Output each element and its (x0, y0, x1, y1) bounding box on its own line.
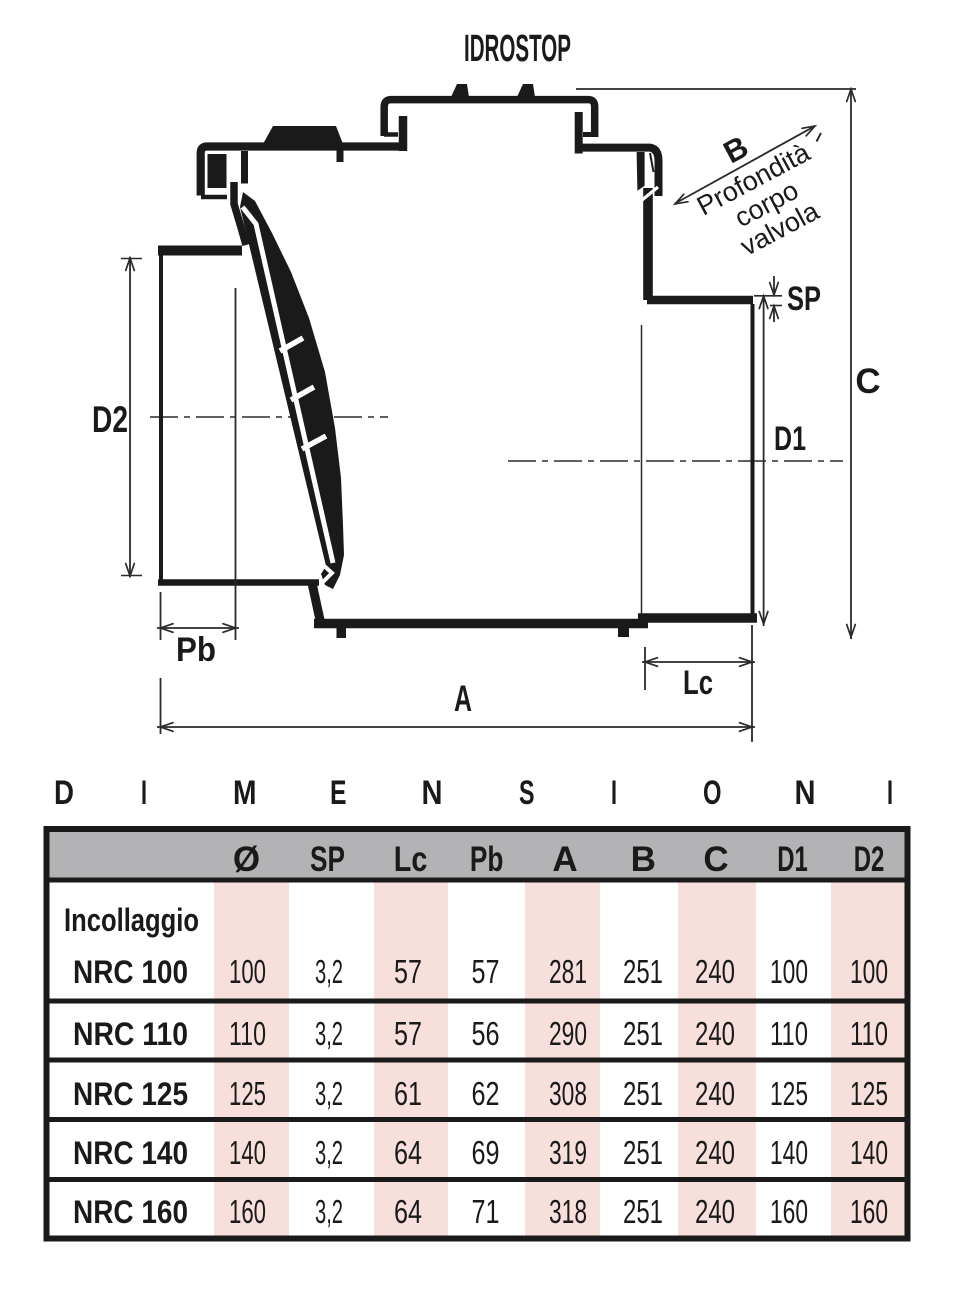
svg-text:NRC 100: NRC 100 (73, 954, 188, 990)
svg-text:160: 160 (229, 1193, 266, 1230)
svg-text:D1: D1 (777, 840, 808, 879)
svg-text:C: C (855, 362, 880, 401)
svg-text:319: 319 (549, 1134, 587, 1171)
svg-text:110: 110 (850, 1015, 888, 1052)
svg-text:140: 140 (770, 1134, 808, 1171)
svg-text:O: O (703, 774, 722, 812)
svg-text:D2: D2 (92, 399, 128, 440)
svg-text:NRC 110: NRC 110 (73, 1016, 188, 1052)
svg-text:69: 69 (472, 1134, 500, 1171)
svg-text:64: 64 (394, 1134, 422, 1171)
svg-text:160: 160 (770, 1193, 808, 1230)
svg-text:125: 125 (770, 1075, 808, 1112)
svg-text:251: 251 (623, 1075, 663, 1112)
svg-text:NRC 140: NRC 140 (73, 1135, 188, 1171)
svg-text:D: D (54, 774, 74, 812)
svg-text:Lc: Lc (683, 664, 713, 702)
svg-text:61: 61 (394, 1075, 422, 1112)
svg-text:C: C (703, 840, 728, 879)
svg-text:240: 240 (695, 1075, 735, 1112)
svg-text:251: 251 (623, 1193, 663, 1230)
svg-text:100: 100 (850, 953, 888, 990)
svg-text:62: 62 (472, 1075, 500, 1112)
svg-text:D1: D1 (774, 420, 806, 458)
svg-text:57: 57 (394, 953, 422, 990)
svg-text:251: 251 (623, 1134, 663, 1171)
svg-text:A: A (552, 840, 577, 879)
svg-text:Lc: Lc (394, 840, 428, 879)
svg-text:100: 100 (229, 953, 266, 990)
svg-text:318: 318 (549, 1193, 587, 1230)
svg-text:N: N (795, 774, 816, 812)
svg-text:SP: SP (310, 840, 345, 879)
svg-text:251: 251 (623, 953, 663, 990)
svg-text:3,2: 3,2 (315, 953, 343, 990)
svg-text:SP: SP (787, 280, 821, 318)
svg-text:Pb: Pb (176, 631, 216, 669)
svg-text:Incollaggio: Incollaggio (64, 902, 199, 938)
svg-text:125: 125 (850, 1075, 888, 1112)
svg-text:110: 110 (770, 1015, 808, 1052)
svg-text:281: 281 (549, 953, 587, 990)
svg-text:B: B (631, 840, 656, 879)
svg-text:308: 308 (549, 1075, 587, 1112)
svg-text:IDROSTOP: IDROSTOP (464, 28, 571, 70)
svg-text:NRC 125: NRC 125 (73, 1076, 188, 1112)
svg-text:125: 125 (229, 1075, 266, 1112)
svg-text:N: N (422, 774, 443, 812)
svg-text:3,2: 3,2 (315, 1193, 343, 1230)
svg-text:3,2: 3,2 (315, 1015, 343, 1052)
svg-text:240: 240 (695, 953, 735, 990)
svg-text:240: 240 (695, 1134, 735, 1171)
svg-text:57: 57 (394, 1015, 422, 1052)
svg-text:M: M (233, 774, 257, 812)
svg-text:140: 140 (850, 1134, 888, 1171)
svg-text:3,2: 3,2 (315, 1134, 343, 1171)
svg-text:NRC 160: NRC 160 (73, 1194, 188, 1230)
svg-text:Pb: Pb (470, 840, 504, 879)
svg-text:57: 57 (472, 953, 500, 990)
svg-text:251: 251 (623, 1015, 663, 1052)
svg-text:64: 64 (394, 1193, 422, 1230)
svg-text:160: 160 (850, 1193, 888, 1230)
svg-text:240: 240 (695, 1193, 735, 1230)
svg-text:Ø: Ø (233, 840, 260, 879)
svg-text:56: 56 (472, 1015, 500, 1052)
svg-text:100: 100 (770, 953, 808, 990)
svg-text:3,2: 3,2 (315, 1075, 343, 1112)
svg-text:I: I (611, 774, 617, 812)
svg-text:110: 110 (229, 1015, 266, 1052)
svg-text:I: I (141, 774, 147, 812)
svg-text:E: E (330, 774, 347, 812)
svg-text:S: S (519, 774, 535, 812)
svg-text:D2: D2 (854, 840, 885, 879)
svg-text:I: I (887, 774, 893, 812)
svg-text:140: 140 (229, 1134, 266, 1171)
svg-text:240: 240 (695, 1015, 735, 1052)
svg-text:71: 71 (472, 1193, 500, 1230)
svg-text:A: A (454, 678, 472, 719)
svg-text:290: 290 (549, 1015, 587, 1052)
